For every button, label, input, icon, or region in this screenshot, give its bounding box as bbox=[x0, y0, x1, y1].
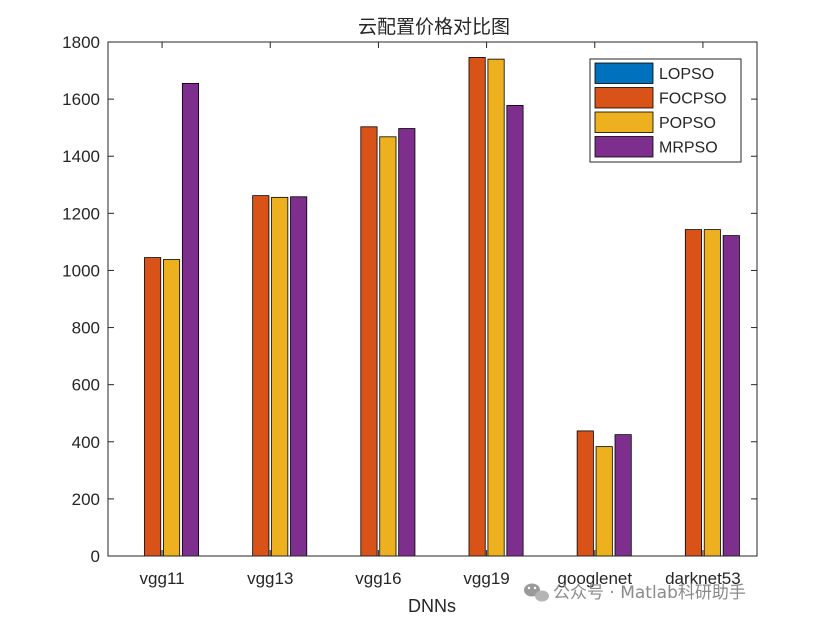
x-tick-label: darknet53 bbox=[665, 569, 741, 588]
x-tick-label: vgg11 bbox=[140, 569, 185, 588]
bar-focpso-vgg13 bbox=[252, 195, 270, 557]
wechat-icon bbox=[524, 583, 549, 602]
x-tick-label: googlenet bbox=[557, 569, 632, 588]
y-tick-label: 800 bbox=[72, 319, 100, 338]
y-tick-label: 400 bbox=[72, 433, 100, 452]
watermark-text: 公众号 · Matlab科研助手 bbox=[553, 583, 746, 603]
y-tick-label: 1400 bbox=[62, 147, 100, 166]
y-tick-label: 1800 bbox=[62, 33, 100, 52]
legend-swatch-mrpso bbox=[594, 136, 654, 158]
x-axis-label: DNNs bbox=[408, 596, 456, 616]
bar-mrpso-vgg19 bbox=[506, 104, 524, 557]
bar-focpso-vgg16 bbox=[360, 126, 378, 557]
bar-popso-vgg13 bbox=[271, 196, 289, 557]
legend-swatch-lopso bbox=[594, 62, 654, 84]
watermark: 公众号 · Matlab科研助手 bbox=[524, 583, 746, 603]
bars-layer bbox=[144, 57, 740, 557]
x-tick-label: vgg13 bbox=[247, 569, 293, 588]
bar-popso-googlenet bbox=[595, 446, 613, 557]
x-tick-label: vgg19 bbox=[463, 569, 509, 588]
legend-swatch-focpso bbox=[594, 87, 654, 109]
bar-popso-vgg16 bbox=[379, 136, 397, 557]
axes-frame bbox=[107, 41, 758, 557]
bar-mrpso-darknet53 bbox=[722, 235, 740, 557]
bar-focpso-darknet53 bbox=[684, 229, 702, 557]
legend-label-lopso: LOPSO bbox=[659, 66, 714, 83]
y-tick-label: 200 bbox=[72, 490, 100, 509]
legend-label-popso: POPSO bbox=[659, 115, 716, 132]
legend-swatch-popso bbox=[594, 111, 654, 133]
y-tick-label: 0 bbox=[91, 547, 100, 566]
y-tick-label: 1000 bbox=[62, 261, 100, 280]
bar-focpso-vgg11 bbox=[144, 257, 162, 557]
y-tick-label: 600 bbox=[72, 376, 100, 395]
legend-label-focpso: FOCPSO bbox=[659, 91, 727, 108]
legend: LOPSO FOCPSO POPSO MRPSO bbox=[589, 58, 742, 163]
chart-title: 云配置价格对比图 bbox=[358, 16, 510, 38]
bar-mrpso-vgg11 bbox=[181, 83, 200, 557]
bar-popso-vgg11 bbox=[163, 259, 181, 557]
y-tick-label: 1200 bbox=[62, 204, 100, 223]
bar-focpso-googlenet bbox=[576, 430, 594, 557]
bar-popso-vgg19 bbox=[487, 58, 505, 557]
bar-focpso-vgg19 bbox=[468, 57, 486, 557]
x-axis-ticks: vgg11 vgg13 vgg16 vgg19 googlenet darknet53 bbox=[140, 42, 741, 588]
bar-mrpso-vgg16 bbox=[398, 128, 416, 557]
bar-mrpso-vgg13 bbox=[290, 196, 308, 557]
legend-label-mrpso: MRPSO bbox=[659, 140, 718, 157]
x-tick-label: vgg16 bbox=[355, 569, 401, 588]
y-tick-label: 1600 bbox=[62, 90, 100, 109]
bar-mrpso-googlenet bbox=[614, 434, 632, 557]
y-axis-ticks: 0 200 400 600 800 1000 1200 1400 1600 1800 bbox=[62, 33, 757, 566]
bar-popso-darknet53 bbox=[703, 229, 721, 557]
